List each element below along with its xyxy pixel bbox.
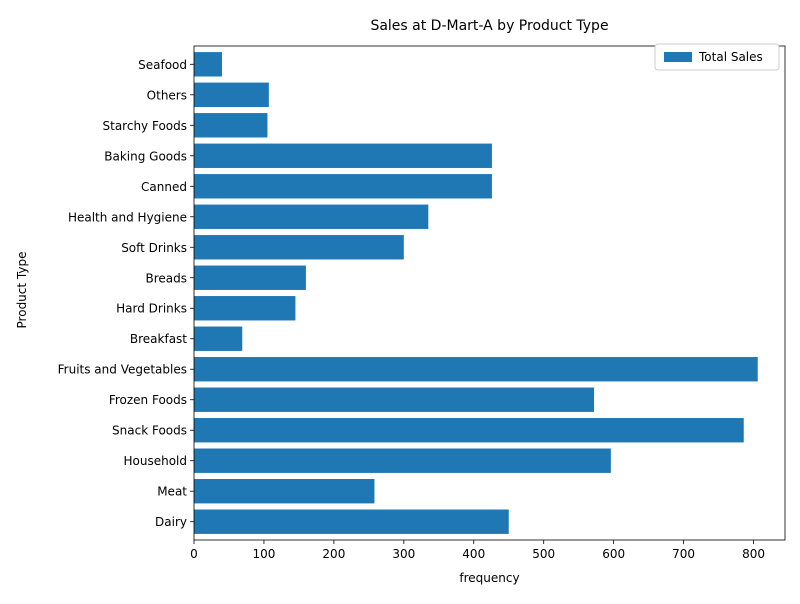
x-tick-label-300: 300: [392, 547, 415, 561]
bar-seafood: [194, 52, 222, 77]
y-tick-label-fruits-and-vegetables: Fruits and Vegetables: [58, 363, 187, 377]
bar-starchy-foods: [194, 113, 268, 138]
bar-breakfast: [194, 326, 243, 351]
x-tick-label-200: 200: [322, 547, 345, 561]
bar-canned: [194, 174, 492, 199]
legend-label-total-sales: Total Sales: [698, 50, 763, 64]
bar-dairy: [194, 509, 509, 534]
y-tick-label-canned: Canned: [141, 180, 187, 194]
x-tick-label-700: 700: [672, 547, 695, 561]
x-tick-label-0: 0: [190, 547, 198, 561]
chart-title: Sales at D-Mart-A by Product Type: [370, 18, 608, 34]
y-tick-label-breads: Breads: [145, 271, 187, 285]
x-axis: 0 100 200 300 400 500 600 700 800: [190, 540, 765, 561]
y-tick-label-soft-drinks: Soft Drinks: [121, 241, 187, 255]
x-tick-label-500: 500: [532, 547, 555, 561]
y-tick-label-meat: Meat: [157, 485, 187, 499]
legend-swatch: [664, 52, 692, 62]
y-tick-label-household: Household: [123, 454, 187, 468]
y-tick-label-dairy: Dairy: [155, 515, 187, 529]
x-axis-label: frequency: [459, 571, 519, 585]
y-tick-label-frozen-foods: Frozen Foods: [109, 393, 187, 407]
y-tick-label-baking-goods: Baking Goods: [104, 149, 187, 163]
y-tick-label-starchy-foods: Starchy Foods: [103, 119, 188, 133]
y-tick-label-seafood: Seafood: [138, 58, 187, 72]
bar-others: [194, 82, 269, 107]
bar-meat: [194, 479, 375, 504]
bar-household: [194, 448, 611, 473]
bar-baking-goods: [194, 143, 492, 168]
y-tick-label-health-and-hygiene: Health and Hygiene: [68, 210, 187, 224]
y-tick-label-others: Others: [147, 88, 187, 102]
x-tick-label-800: 800: [742, 547, 765, 561]
bar-fruits-and-vegetables: [194, 357, 758, 382]
bar-snack-foods: [194, 418, 744, 443]
plot-area: [193, 45, 786, 541]
y-tick-label-snack-foods: Snack Foods: [112, 424, 187, 438]
bar-hard-drinks: [194, 296, 296, 321]
legend-frame: [654, 43, 780, 71]
bar-frozen-foods: [194, 387, 595, 412]
x-tick-label-600: 600: [602, 547, 625, 561]
y-tick-label-breakfast: Breakfast: [130, 332, 187, 346]
x-tick-label-100: 100: [252, 547, 275, 561]
y-axis: Dairy Meat Household Snack Foods Frozen Food…: [58, 58, 194, 529]
legend: Total Sales: [654, 43, 780, 71]
y-tick-label-hard-drinks: Hard Drinks: [116, 302, 187, 316]
bar-health-and-hygiene: [194, 204, 429, 229]
bar-breads: [194, 265, 306, 290]
x-tick-label-400: 400: [462, 547, 485, 561]
bar-soft-drinks: [194, 235, 404, 260]
y-axis-label: Product Type: [15, 252, 29, 329]
plot-frame: [193, 45, 786, 541]
